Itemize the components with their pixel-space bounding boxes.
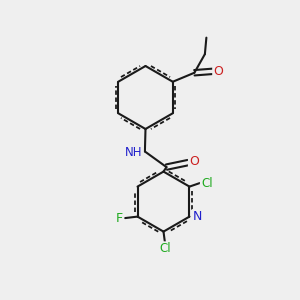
Text: O: O — [189, 154, 199, 168]
Text: Cl: Cl — [159, 242, 171, 256]
Text: Cl: Cl — [201, 177, 213, 190]
Text: F: F — [116, 212, 123, 225]
Text: N: N — [193, 210, 203, 223]
Text: O: O — [213, 65, 223, 78]
Text: NH: NH — [125, 146, 142, 160]
